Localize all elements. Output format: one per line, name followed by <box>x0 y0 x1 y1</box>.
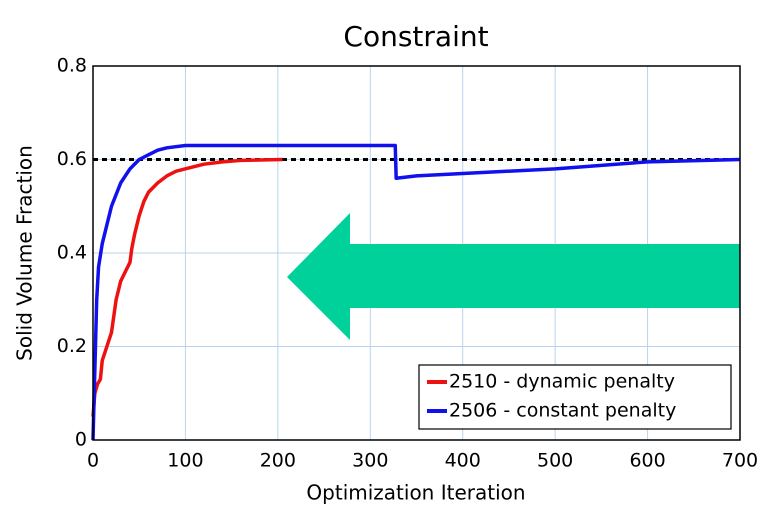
series-line <box>91 143 741 441</box>
x-tick-label: 600 <box>629 450 665 472</box>
x-tick-label: 400 <box>445 450 481 472</box>
y-tick-label: 0.4 <box>57 242 87 264</box>
legend: 2510 - dynamic penalty 2506 - constant pe… <box>418 364 732 430</box>
y-tick-label: 0 <box>75 429 87 451</box>
y-axis-label: Solid Volume Fraction <box>13 145 37 361</box>
x-tick-label: 200 <box>260 450 296 472</box>
x-tick-label: 300 <box>352 450 388 472</box>
plot-frame <box>92 65 741 441</box>
legend-box <box>418 364 732 430</box>
y-tick-label: 0.8 <box>57 55 87 77</box>
arrow <box>287 213 740 340</box>
x-tick-label: 500 <box>537 450 573 472</box>
legend-label: 2510 - dynamic penalty <box>449 371 675 393</box>
y-tick-label: 0.6 <box>57 148 87 170</box>
x-tick-label: 700 <box>722 450 758 472</box>
x-axis-label: Optimization Iteration <box>306 481 525 505</box>
legend-label: 2506 - constant penalty <box>449 400 676 422</box>
chart-title: Constraint <box>343 20 488 53</box>
y-tick-label: 0.2 <box>57 335 87 357</box>
series-line <box>91 157 283 417</box>
x-tick-label: 0 <box>87 450 99 472</box>
plot <box>91 143 741 441</box>
x-tick-label: 100 <box>167 450 203 472</box>
